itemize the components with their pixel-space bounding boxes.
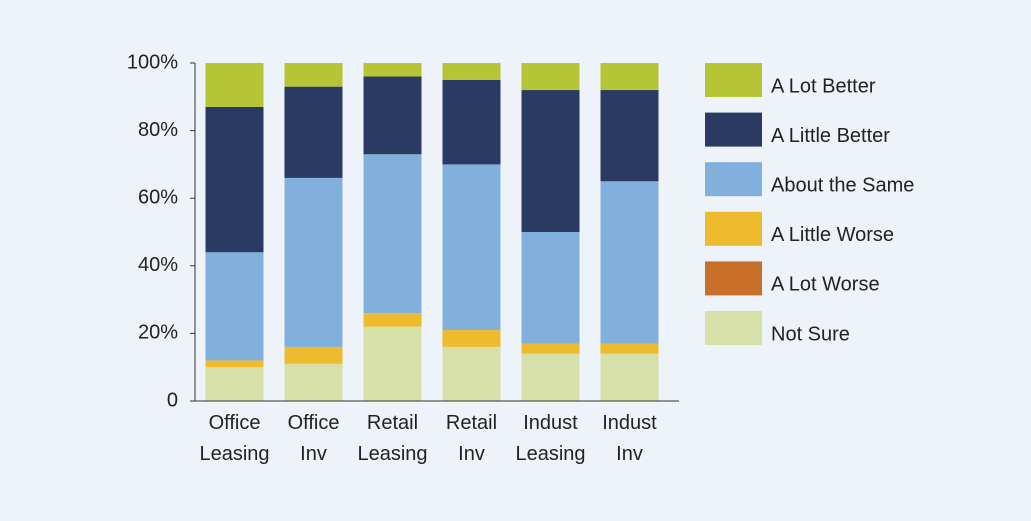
legend-label: A Lot Worse (771, 274, 880, 296)
bar-segment (521, 232, 580, 344)
bar-segment (600, 343, 659, 354)
x-tick-label: Retail Leasing (357, 412, 427, 465)
legend-swatch (705, 211, 762, 246)
x-tick-label: Indust Leasing (515, 412, 585, 465)
x-tick-label: Indust Inv (602, 412, 657, 465)
legend-label: A Lot Better (771, 75, 876, 97)
bar-segment (600, 90, 659, 182)
bar-segment (521, 343, 580, 354)
bar-segment (442, 63, 501, 80)
bar-segment (363, 154, 422, 314)
y-tick-label: 20% (138, 322, 178, 344)
legend-label: About the Same (771, 174, 914, 196)
bar-segment (442, 330, 501, 347)
legend-swatch (705, 261, 762, 296)
bar-segment (205, 106, 264, 253)
bar-segment (442, 164, 501, 331)
bar-segment (521, 63, 580, 91)
legend-swatch (705, 63, 762, 97)
bar-segment (442, 346, 501, 401)
bar-segment (363, 313, 422, 327)
legend-label: A Little Better (771, 125, 890, 147)
bar-segment (363, 326, 422, 401)
bar-segment (600, 353, 659, 401)
bar-segment (600, 63, 659, 91)
bar-segment (521, 353, 580, 401)
bar-segment (284, 86, 343, 178)
x-tick-label: Retail Inv (446, 412, 497, 465)
bar-segment (284, 63, 343, 87)
bar-segment (600, 181, 659, 344)
y-tick-label: 40% (138, 254, 178, 276)
legend-swatch (705, 311, 762, 345)
bar-segment (363, 63, 422, 77)
legend-label: Not Sure (771, 323, 850, 345)
bar-segment (284, 177, 343, 347)
legend-label: A Little Worse (771, 224, 894, 246)
y-tick-label: 60% (138, 186, 178, 208)
y-tick-label: 100% (127, 51, 178, 73)
bar-segment (284, 346, 343, 364)
y-tick-label: 80% (138, 119, 178, 141)
legend-swatch (705, 112, 762, 147)
bar-segment (205, 360, 264, 368)
x-tick-label: Office Leasing (199, 412, 269, 465)
bar-segment (284, 363, 343, 401)
bar-segment (205, 63, 264, 107)
x-tick-label: Office Inv (288, 412, 340, 465)
bar-segment (521, 90, 580, 232)
bar-segment (205, 252, 264, 361)
bar-segment (205, 367, 264, 401)
bar-segment (363, 76, 422, 155)
bar-segment (442, 79, 501, 165)
legend-swatch (705, 162, 762, 197)
y-tick-label: 0 (167, 389, 178, 411)
